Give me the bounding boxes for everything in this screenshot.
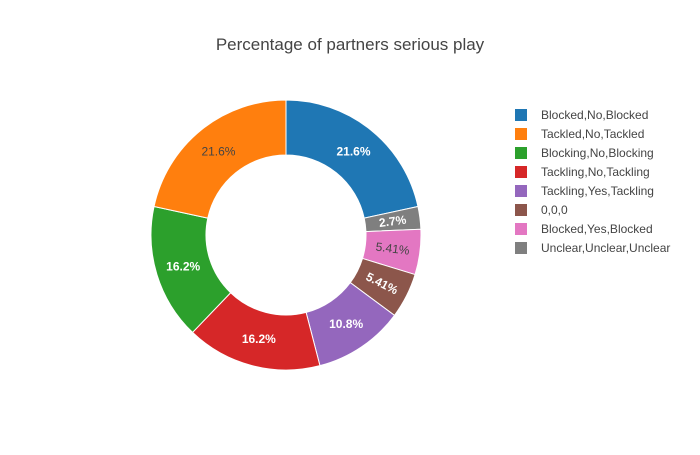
legend-item[interactable]: Tackling,No,Tackling <box>515 165 650 179</box>
legend-item[interactable]: Unclear,Unclear,Unclear <box>515 241 670 255</box>
legend-swatch <box>515 223 527 235</box>
slice-label: 21.6% <box>201 144 235 158</box>
chart-title: Percentage of partners serious play <box>216 35 485 54</box>
legend-label: Blocked,Yes,Blocked <box>541 222 653 236</box>
slice-label: 5.41% <box>375 240 411 258</box>
legend-label: Tackled,No,Tackled <box>541 127 644 141</box>
legend-swatch <box>515 147 527 159</box>
legend-item[interactable]: Blocking,No,Blocking <box>515 146 654 160</box>
slice-label: 16.2% <box>166 259 200 273</box>
slice-tackled-no-tackled[interactable] <box>153 99 287 219</box>
slice-label: 2.7% <box>378 213 407 230</box>
legend-item[interactable]: Blocked,Yes,Blocked <box>515 222 653 236</box>
legend-swatch <box>515 166 527 178</box>
slice-label: 16.2% <box>242 332 276 346</box>
legend-label: Tackling,Yes,Tackling <box>541 184 654 198</box>
legend-item[interactable]: Tackled,No,Tackled <box>515 127 644 141</box>
legend-swatch <box>515 185 527 197</box>
legend-item[interactable]: Blocked,No,Blocked <box>515 108 648 122</box>
legend-item[interactable]: 0,0,0 <box>515 203 568 217</box>
legend-swatch <box>515 242 527 254</box>
legend: Blocked,No,Blocked Tackled,No,Tackled Bloc… <box>515 108 670 255</box>
legend-swatch <box>515 204 527 216</box>
legend-item[interactable]: Tackling,Yes,Tackling <box>515 184 654 198</box>
legend-swatch <box>515 109 527 121</box>
legend-label: Unclear,Unclear,Unclear <box>541 241 670 255</box>
slice-blocked-no-blocked[interactable] <box>285 99 419 219</box>
legend-label: Blocking,No,Blocking <box>541 146 654 160</box>
legend-label: Tackling,No,Tackling <box>541 165 650 179</box>
legend-swatch <box>515 128 527 140</box>
legend-label: Blocked,No,Blocked <box>541 108 648 122</box>
slices-group <box>150 99 422 371</box>
legend-label: 0,0,0 <box>541 203 568 217</box>
slice-label: 10.8% <box>329 317 363 331</box>
slice-label: 21.6% <box>337 144 371 158</box>
